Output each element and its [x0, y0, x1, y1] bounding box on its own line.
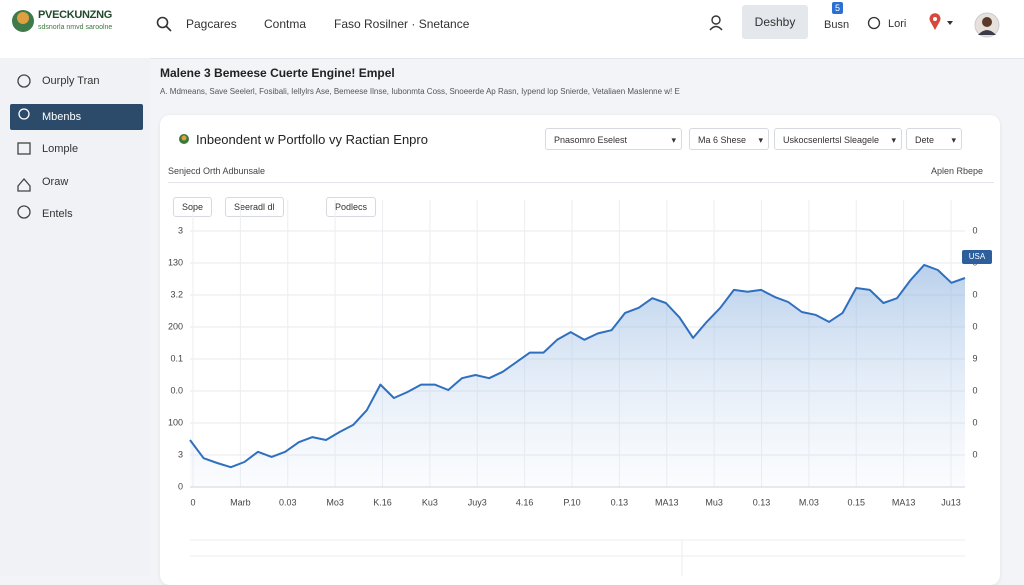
- y-tick-label: 0.1: [170, 353, 183, 363]
- filter-dropdown[interactable]: Ma 6 Shese: [689, 128, 769, 151]
- table-stub: [190, 539, 965, 576]
- area-fill: [190, 264, 965, 487]
- filter-dropdown[interactable]: Pnasomro Eselest: [545, 128, 682, 151]
- x-tick-label: Ku3: [422, 497, 438, 507]
- x-tick-label: K.16: [373, 497, 392, 507]
- card-title: Inbeondent w Portfollo vy Ractian Enpro: [196, 132, 428, 147]
- badge: 5: [832, 2, 843, 14]
- nav-link[interactable]: Faso Rosilner · Snetance: [334, 17, 470, 31]
- y-tick-label: 3: [178, 225, 183, 235]
- nav-link[interactable]: Contma: [264, 17, 307, 31]
- chip-button[interactable]: Podlecs: [326, 197, 377, 217]
- x-tick-label: 0.15: [847, 497, 865, 507]
- x-tick-label: Ju13: [941, 497, 961, 507]
- x-tick-label: MA13: [655, 497, 679, 507]
- x-tick-label: Mu3: [705, 497, 723, 507]
- y2-tick-label: 0: [972, 289, 977, 299]
- label: Aplen Rbepe: [931, 166, 984, 176]
- x-tick-label: Mo3: [326, 497, 344, 507]
- y2-tick-label: 9: [972, 353, 977, 363]
- logo: PVECKUNZNG: [38, 9, 113, 21]
- sidebar-item[interactable]: Lomple: [42, 143, 79, 155]
- x-tick-label: 0: [190, 497, 195, 507]
- y-tick-label: 100: [168, 417, 183, 427]
- user-link[interactable]: Lori: [888, 18, 907, 30]
- top-bar: PVECKUNZNG sdsnorla nmvd saroolne Pagcar…: [0, 0, 1024, 59]
- x-tick-label: M.03: [799, 497, 819, 507]
- avatar[interactable]: [974, 12, 1000, 38]
- card-icon: [179, 134, 189, 144]
- x-tick-label: 0.13: [753, 497, 771, 507]
- logo-icon: [12, 10, 34, 32]
- value-tag: USA: [962, 250, 992, 264]
- search-icon: [156, 16, 172, 32]
- y-tick-label: 3.2: [170, 289, 183, 299]
- sidebar-icons: [17, 74, 31, 219]
- x-tick-label: 4.16: [516, 497, 534, 507]
- dashboard-button[interactable]: Deshby: [742, 5, 808, 39]
- info-icon: [867, 16, 881, 30]
- user-link[interactable]: Busn: [824, 19, 850, 31]
- x-tick-label: 0.13: [611, 497, 629, 507]
- y2-tick-label: 0: [972, 417, 977, 427]
- nav-link[interactable]: Pagcares: [186, 17, 237, 31]
- account-icon: [709, 15, 723, 31]
- y-tick-label: 0.0: [170, 385, 183, 395]
- sidebar: Ourply Tran Mbenbs Lomple Oraw Entels: [0, 58, 150, 576]
- x-tick-label: P.10: [563, 497, 580, 507]
- line-series: [189, 263, 966, 469]
- y-tick-label: 130: [168, 257, 183, 267]
- page-title: Malene 3 Bemeese Cuerte Engine! Empel: [160, 66, 395, 80]
- y2-tick-label: 0: [972, 321, 977, 331]
- y-tick-label: 3: [178, 449, 183, 459]
- label: Senjecd Orth Adbunsale: [168, 166, 266, 176]
- sidebar-item[interactable]: Entels: [42, 208, 73, 220]
- y2-tick-label: 0: [972, 449, 977, 459]
- x-tick-label: Juy3: [468, 497, 487, 507]
- sidebar-item-active[interactable]: Mbenbs: [10, 104, 143, 130]
- filter-dropdown[interactable]: Dete: [906, 128, 962, 151]
- filter-dropdown[interactable]: Uskocsenlertsl Sleagele: [774, 128, 902, 151]
- sidebar-item[interactable]: Oraw: [42, 176, 69, 188]
- x-tick-label: Marb: [230, 497, 251, 507]
- y-tick-label: 0: [178, 481, 183, 491]
- divider: [168, 182, 994, 183]
- page-subtitle: A. Mdmeans, Save Seelerl, Fosibali, Iell…: [160, 87, 680, 96]
- sidebar-item[interactable]: Ourply Tran: [42, 75, 100, 87]
- logo-sub: sdsnorla nmvd saroolne: [38, 24, 113, 31]
- y2-tick-label: 0: [972, 225, 977, 235]
- chip-button[interactable]: Seeradl dl: [225, 197, 284, 217]
- y-tick-label: 200: [168, 321, 183, 331]
- x-tick-label: MA13: [892, 497, 916, 507]
- y2-tick-label: 0: [972, 385, 977, 395]
- x-tick-label: 0.03: [279, 497, 297, 507]
- location-icon[interactable]: [928, 12, 956, 32]
